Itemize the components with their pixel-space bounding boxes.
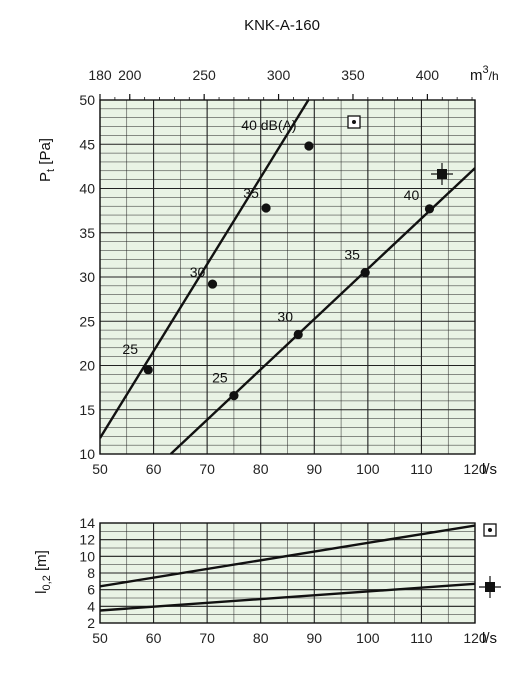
point-label: 25 xyxy=(212,370,228,386)
sub-y-axis-label: l0,2 [m] xyxy=(33,550,53,594)
chart-title: KNK-A-160 xyxy=(244,17,320,34)
series-line-1 xyxy=(100,100,310,439)
x-tick-label: 90 xyxy=(306,630,322,646)
top-tick-label: 180 xyxy=(88,67,112,83)
x-tick-label: 100 xyxy=(356,461,380,477)
point-label: 40 dB(A) xyxy=(241,117,296,133)
plot-frame xyxy=(99,522,476,624)
plot-frame xyxy=(99,99,476,455)
x-tick-label: 60 xyxy=(146,461,162,477)
marker-square-filled xyxy=(485,582,495,592)
series-marker-square-dot xyxy=(483,523,497,537)
data-point xyxy=(207,279,218,289)
y-tick-label: 8 xyxy=(87,565,95,581)
top-tick-label: 400 xyxy=(416,67,440,83)
y-tick-label: 4 xyxy=(87,598,95,614)
marker-dot xyxy=(352,120,356,124)
series-line-2 xyxy=(100,582,475,612)
series-line-1 xyxy=(100,524,475,588)
data-point xyxy=(293,329,303,340)
x-axis-label: l/s xyxy=(482,461,497,478)
x-tick-label: 60 xyxy=(146,630,162,646)
point-label: 30 xyxy=(277,309,293,325)
data-point xyxy=(360,267,370,278)
y-tick-label: 15 xyxy=(79,402,95,418)
series-marker-square-dot xyxy=(347,115,361,129)
main-pressure-chart: 50 60 70 80 90 100 110 120 10 15 20 25 30 35 40 45 50 l/s… xyxy=(37,64,499,478)
x-tick-label: 50 xyxy=(92,461,108,477)
x-tick-label: 90 xyxy=(306,461,322,477)
marker-dot xyxy=(488,528,492,532)
major-grid xyxy=(99,99,476,455)
point-label: 40 xyxy=(404,187,420,203)
x-tick-label: 110 xyxy=(410,461,433,477)
series-line-2 xyxy=(169,167,475,454)
marker-square-filled xyxy=(437,169,447,179)
y-tick-label: 2 xyxy=(87,615,95,631)
y-tick-label: 6 xyxy=(87,582,95,598)
point-label: 25 xyxy=(122,341,138,357)
y-tick-label: 50 xyxy=(79,92,95,108)
top-tick-label: 250 xyxy=(192,67,216,83)
y-tick-label: 10 xyxy=(79,446,95,462)
x-tick-label: 50 xyxy=(92,630,108,646)
top-axis-label: m3/h xyxy=(470,64,499,84)
x-tick-label: 110 xyxy=(410,630,433,646)
top-tick-label: 300 xyxy=(267,67,291,83)
data-point xyxy=(261,203,271,213)
x-tick-label: 80 xyxy=(253,630,269,646)
top-tick-label: 200 xyxy=(118,67,142,83)
x-tick-label: 70 xyxy=(199,461,215,477)
point-label: 30 xyxy=(190,264,206,280)
x-tick-label: 100 xyxy=(356,630,380,646)
y-tick-label: 14 xyxy=(79,515,95,531)
point-label: 35 xyxy=(243,185,259,201)
x-tick-label: 120 xyxy=(463,630,487,646)
data-point xyxy=(424,204,435,214)
x-tick-label: 70 xyxy=(199,630,215,646)
y-tick-label: 30 xyxy=(79,269,95,285)
series-marker-square-cross xyxy=(431,163,453,185)
x-tick-label: 80 xyxy=(253,461,269,477)
y-tick-label: 20 xyxy=(79,358,95,374)
data-point xyxy=(143,365,153,375)
y-tick-label: 40 xyxy=(79,181,95,197)
x-axis-label: l/s xyxy=(482,630,497,647)
y-tick-label: 25 xyxy=(79,313,95,329)
series-marker-square-cross xyxy=(479,576,501,598)
x-tick-label: 120 xyxy=(463,461,487,477)
data-point xyxy=(229,390,239,401)
top-tick-label: 350 xyxy=(341,67,365,83)
y-tick-label: 12 xyxy=(79,532,95,548)
point-label: 35 xyxy=(344,247,360,263)
y-axis-label: Pt [Pa] xyxy=(37,138,57,182)
data-point xyxy=(304,141,314,151)
y-tick-label: 10 xyxy=(79,548,95,564)
y-tick-label: 35 xyxy=(79,225,95,241)
y-tick-label: 45 xyxy=(79,136,95,152)
